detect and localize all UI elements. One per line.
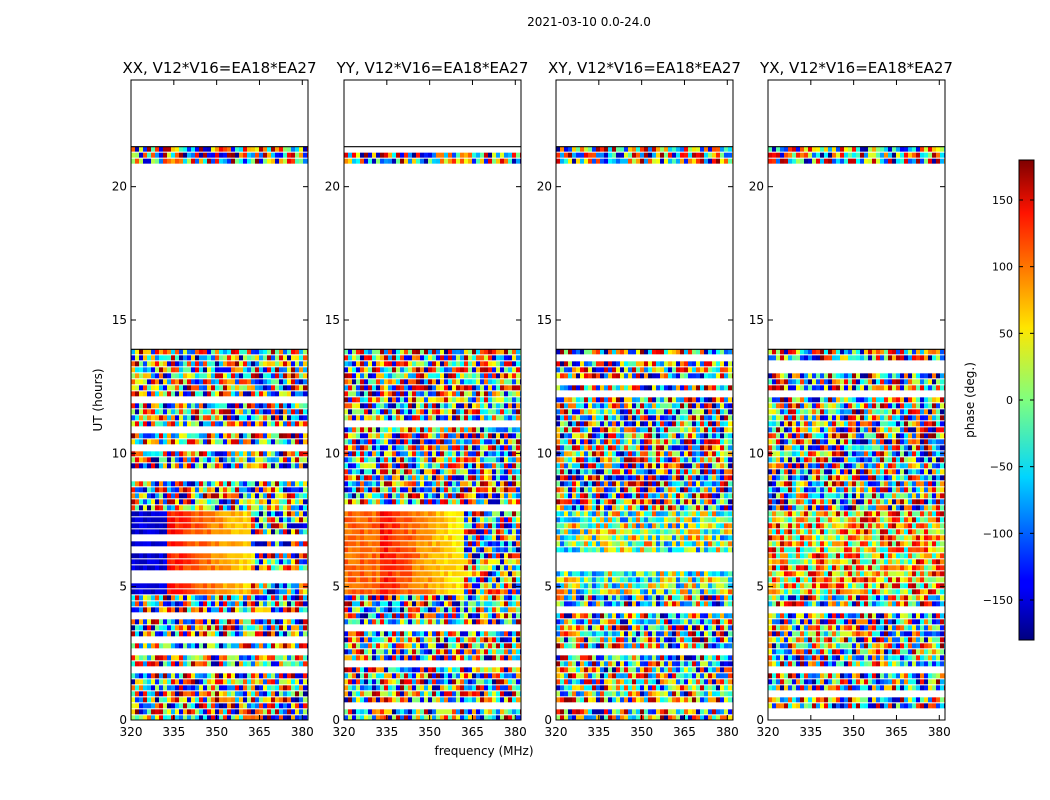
- y-tick-label: 0: [756, 713, 764, 727]
- colorbar-tick-label: 150: [992, 194, 1013, 207]
- colorbar-ticks: −150 −100 −50 0 50 100 150: [983, 194, 1034, 607]
- panel-yy-image: [344, 146, 521, 720]
- colorbar-tick-label: 50: [999, 327, 1013, 340]
- y-tick-label: 10: [112, 446, 127, 460]
- x-tick-label: 320: [757, 725, 780, 739]
- x-tick-label: 365: [885, 725, 908, 739]
- x-tick-label: 350: [842, 725, 865, 739]
- y-tick-label: 20: [112, 180, 127, 194]
- x-tick-label: 320: [333, 725, 356, 739]
- x-tick-label: 335: [799, 725, 822, 739]
- y-tick-label: 10: [537, 446, 552, 460]
- x-tick-label: 350: [630, 725, 653, 739]
- x-tick-label: 320: [120, 725, 143, 739]
- colorbar-label: phase (deg.): [963, 362, 977, 438]
- x-axis-label: frequency (MHz): [434, 744, 533, 758]
- y-tick-label: 15: [537, 313, 552, 327]
- y-tick-label: 5: [119, 580, 127, 594]
- y-tick-label: 0: [544, 713, 552, 727]
- x-tick-label: 320: [545, 725, 568, 739]
- panel-yx: YX, V12*V16=EA18*EA27 320 335 350 365 380 0 5 10…: [749, 59, 953, 739]
- panel-frame: [555, 79, 734, 721]
- y-tick-label: 0: [332, 713, 340, 727]
- panel-xx-image: [131, 146, 308, 720]
- panel-title: YY, V12*V16=EA18*EA27: [336, 59, 529, 77]
- y-tick-label: 20: [537, 180, 552, 194]
- panels-group: XX, V12*V16=EA18*EA27 320 335 350 365 380 0 5 10…: [112, 59, 953, 739]
- panel-xx: XX, V12*V16=EA18*EA27 320 335 350 365 380 0 5 10…: [112, 59, 317, 739]
- x-tick-label: 335: [162, 725, 185, 739]
- x-tick-label: 380: [928, 725, 951, 739]
- panel-frame: [130, 79, 309, 721]
- y-tick-label: 20: [749, 180, 764, 194]
- y-tick-label: 10: [749, 446, 764, 460]
- y-tick-label: 10: [325, 446, 340, 460]
- x-tick-label: 365: [673, 725, 696, 739]
- y-tick-label: 5: [756, 580, 764, 594]
- panel-xy: XY, V12*V16=EA18*EA27 320 335 350 365 380 0 5 10…: [537, 59, 741, 739]
- colorbar-tick-label: 0: [1006, 394, 1013, 407]
- y-tick-label: 20: [325, 180, 340, 194]
- colorbar-tick-label: 100: [992, 261, 1013, 274]
- x-tick-label: 380: [504, 725, 527, 739]
- x-tick-label: 350: [205, 725, 228, 739]
- y-tick-label: 0: [119, 713, 127, 727]
- y-tick-label: 15: [749, 313, 764, 327]
- y-tick-label: 15: [112, 313, 127, 327]
- x-tick-label: 335: [375, 725, 398, 739]
- y-tick-label: 15: [325, 313, 340, 327]
- y-tick-label: 5: [332, 580, 340, 594]
- panel-title: XY, V12*V16=EA18*EA27: [548, 59, 741, 77]
- colorbar: −150 −100 −50 0 50 100 150: [983, 159, 1035, 641]
- panel-xy-image: [556, 146, 733, 720]
- x-tick-label: 365: [248, 725, 271, 739]
- x-tick-label: 365: [461, 725, 484, 739]
- panel-frame: [343, 79, 522, 721]
- y-tick-label: 5: [544, 580, 552, 594]
- x-tick-label: 350: [418, 725, 441, 739]
- x-tick-label: 380: [291, 725, 314, 739]
- figure-suptitle: 2021-03-10 0.0-24.0: [527, 15, 651, 29]
- x-tick-label: 380: [716, 725, 739, 739]
- panel-frame: [767, 79, 946, 721]
- colorbar-tick-label: −100: [983, 527, 1013, 540]
- colorbar-tick-label: −150: [983, 594, 1013, 607]
- colorbar-tick-label: −50: [990, 461, 1013, 474]
- panel-title: YX, V12*V16=EA18*EA27: [759, 59, 953, 77]
- panel-yy: YY, V12*V16=EA18*EA27 320 335 350 365 380 0 5 10…: [325, 59, 529, 739]
- y-axis-label: UT (hours): [91, 368, 105, 431]
- panel-yx-image: [768, 146, 945, 709]
- panel-title: XX, V12*V16=EA18*EA27: [122, 59, 316, 77]
- x-tick-label: 335: [587, 725, 610, 739]
